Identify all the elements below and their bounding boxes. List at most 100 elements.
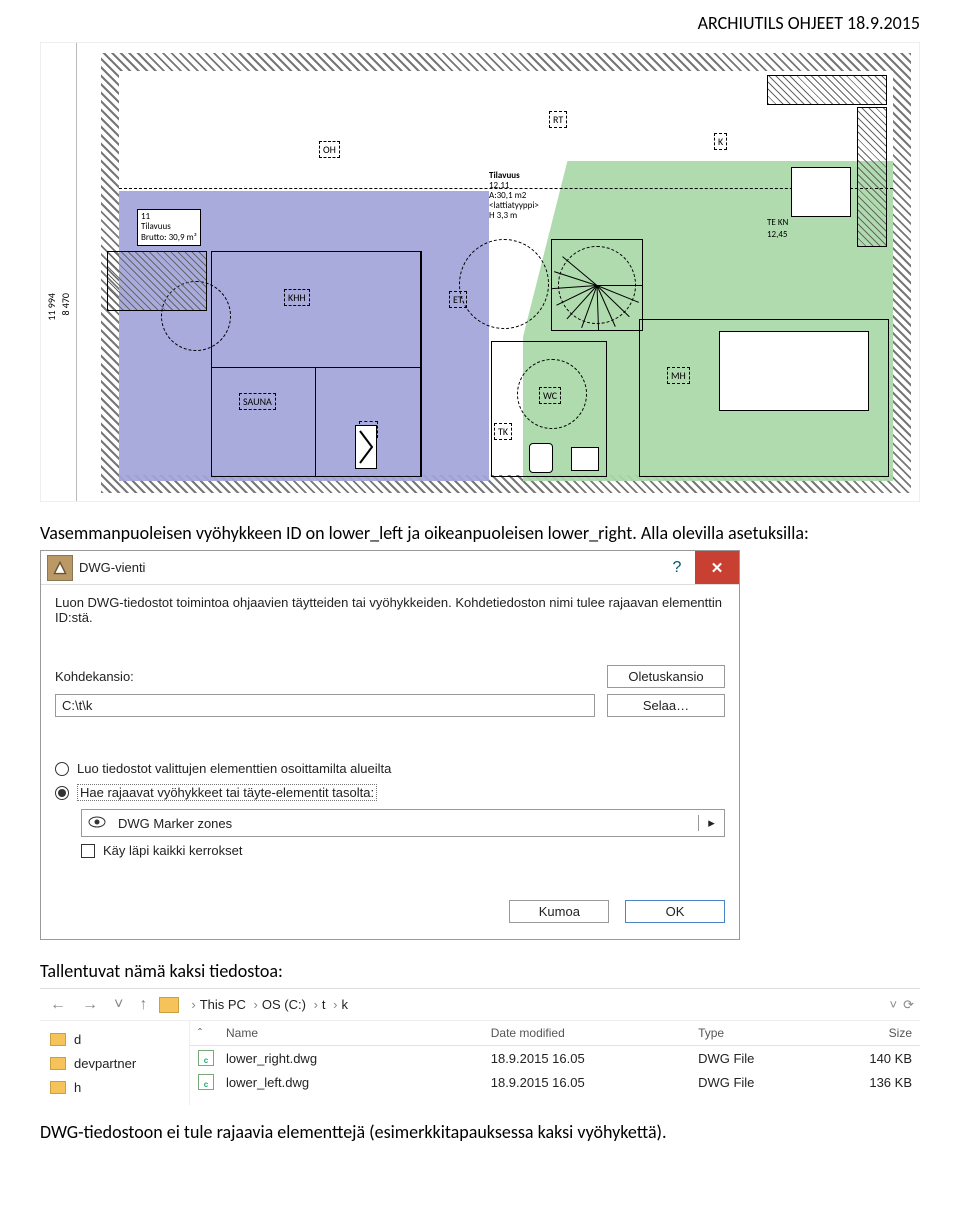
- col-sort-icon[interactable]: ˆ: [190, 1021, 218, 1045]
- file-name: lower_right.dwg: [218, 1047, 483, 1070]
- paragraph-1: Vasemmanpuoleisen vyöhykkeen ID on lower…: [40, 522, 920, 544]
- file-name: lower_left.dwg: [218, 1071, 483, 1094]
- page-header: ARCHIUTILS OHJEET 18.9.2015: [40, 0, 920, 42]
- nav-item-d[interactable]: d: [40, 1027, 189, 1051]
- wetroom-split-h: [211, 367, 421, 368]
- nav-item-label: d: [74, 1032, 81, 1047]
- kitchen-counter-top: [767, 75, 887, 105]
- swing-wc: [517, 359, 587, 429]
- file-row[interactable]: c lower_right.dwg 18.9.2015 16.05 DWG Fi…: [190, 1046, 920, 1070]
- col-name[interactable]: Name: [218, 1021, 483, 1045]
- nav-item-label: devpartner: [74, 1056, 136, 1071]
- ph-heater: [355, 425, 377, 469]
- paragraph-3: DWG-tiedostoon ei tule rajaavia elementt…: [40, 1121, 920, 1143]
- help-button[interactable]: ?: [659, 559, 695, 577]
- label-k: K: [714, 133, 727, 150]
- col-type[interactable]: Type: [690, 1021, 840, 1045]
- wetroom-block: [211, 251, 421, 477]
- radio-1-label: Luo tiedostot valittujen elementtien oso…: [77, 761, 391, 776]
- floorplan-image: 11 994 8 470 11 Tilavuus Brutto: 30,9 m³…: [40, 42, 920, 502]
- dialog-titlebar: DWG-vienti ? ✕: [41, 551, 739, 585]
- nav-fwd-icon[interactable]: →: [78, 996, 102, 1014]
- file-type: DWG File: [690, 1071, 840, 1094]
- dwg-file-icon: c: [198, 1074, 214, 1090]
- nav-back-icon[interactable]: ←: [46, 996, 70, 1014]
- nav-down-icon[interactable]: ˅: [110, 996, 127, 1014]
- dim-outer: 11 994: [45, 293, 58, 321]
- kitchen-counter-right: [857, 107, 887, 247]
- addr-dropdown-icon[interactable]: ˅: [890, 997, 898, 1013]
- dialog-description: Luon DWG-tiedostot toimintoa ohjaavien t…: [55, 595, 725, 625]
- label-te: TE KN: [767, 217, 788, 228]
- tilavuus-top-l5: H 3,3 m: [489, 211, 539, 221]
- default-folder-button[interactable]: Oletuskansio: [607, 665, 725, 688]
- folder-icon: [50, 1057, 66, 1070]
- crumb-3[interactable]: k: [342, 997, 349, 1012]
- radio-option-2[interactable]: Hae rajaavat vyöhykkeet tai täyte-elemen…: [55, 784, 725, 801]
- nav-item-devpartner[interactable]: devpartner: [40, 1051, 189, 1075]
- radio-2-label: Hae rajaavat vyöhykkeet tai täyte-elemen…: [77, 784, 377, 801]
- file-size: 136 KB: [840, 1071, 920, 1094]
- walk-floors-checkbox[interactable]: Käy läpi kaikki kerrokset: [81, 843, 725, 858]
- close-button[interactable]: ✕: [695, 551, 739, 584]
- dim-inner: 8 470: [59, 293, 72, 316]
- folder-icon: [159, 997, 179, 1013]
- checkbox-icon: [81, 844, 95, 858]
- tilavuus-11-box: 11 Tilavuus Brutto: 30,9 m³: [137, 209, 201, 246]
- file-date: 18.9.2015 16.05: [483, 1071, 690, 1094]
- browse-button[interactable]: Selaa…: [607, 694, 725, 717]
- label-rt: RT: [549, 111, 567, 128]
- file-type: DWG File: [690, 1047, 840, 1070]
- wetroom-split-v: [315, 367, 316, 477]
- folder-icon: [50, 1033, 66, 1046]
- col-date[interactable]: Date modified: [483, 1021, 690, 1045]
- radio-option-1[interactable]: Luo tiedostot valittujen elementtien oso…: [55, 761, 725, 776]
- crumb-2[interactable]: t: [322, 997, 326, 1012]
- chevron-right-icon: ▸: [698, 815, 724, 831]
- paragraph-2: Tallentuvat nämä kaksi tiedostoa:: [40, 960, 920, 982]
- building-interior: 11 Tilavuus Brutto: 30,9 m³ Tilavuus 12,…: [119, 71, 893, 475]
- dwg-export-dialog: DWG-vienti ? ✕ Luon DWG-tiedostot toimin…: [40, 550, 740, 940]
- et-wall: [421, 251, 422, 477]
- radio-1-icon: [55, 762, 69, 776]
- folder-icon: [50, 1081, 66, 1094]
- refresh-icon[interactable]: ⟳: [903, 997, 914, 1013]
- list-header: ˆ Name Date modified Type Size: [190, 1021, 920, 1046]
- wc-toilet: [529, 443, 553, 473]
- staircase: [551, 239, 643, 331]
- kitchen-island: [791, 167, 851, 217]
- breadcrumb[interactable]: ›This PC ›OS (C:) ›t ›k: [187, 997, 348, 1012]
- nav-up-icon[interactable]: ↑: [135, 996, 151, 1014]
- file-list: ˆ Name Date modified Type Size c lower_r…: [190, 1021, 920, 1105]
- nav-item-h[interactable]: h: [40, 1075, 189, 1099]
- building: 11 Tilavuus Brutto: 30,9 m³ Tilavuus 12,…: [101, 53, 911, 493]
- kohdekansio-input[interactable]: C:\t\k: [55, 694, 595, 717]
- tilavuus-11-l3: Brutto: 30,9 m³: [141, 233, 197, 243]
- label-oh: OH: [319, 141, 340, 158]
- checkbox-label: Käy läpi kaikki kerrokset: [103, 843, 242, 858]
- file-date: 18.9.2015 16.05: [483, 1047, 690, 1070]
- dwg-file-icon: c: [198, 1050, 214, 1066]
- dialog-body: Luon DWG-tiedostot toimintoa ohjaavien t…: [41, 585, 739, 939]
- kohdekansio-label: Kohdekansio:: [55, 669, 155, 684]
- file-row[interactable]: c lower_left.dwg 18.9.2015 16.05 DWG Fil…: [190, 1070, 920, 1094]
- mh-bed: [719, 331, 869, 411]
- label-te-area: 12,45: [767, 229, 788, 240]
- explorer-address-bar: ← → ˅ ↑ ›This PC ›OS (C:) ›t ›k ˅ ⟳: [40, 989, 920, 1021]
- cancel-button[interactable]: Kumoa: [509, 900, 609, 923]
- col-size[interactable]: Size: [840, 1021, 920, 1045]
- combo-value: DWG Marker zones: [112, 816, 698, 831]
- nav-item-label: h: [74, 1080, 81, 1095]
- crumb-1[interactable]: OS (C:): [262, 997, 306, 1012]
- dialog-title: DWG-vienti: [79, 560, 659, 575]
- file-size: 140 KB: [840, 1047, 920, 1070]
- dimension-column: 11 994 8 470: [41, 43, 77, 501]
- entry-porch: [107, 251, 207, 311]
- crumb-0[interactable]: This PC: [200, 997, 246, 1012]
- ok-button[interactable]: OK: [625, 900, 725, 923]
- layer-combo[interactable]: DWG Marker zones ▸: [81, 809, 725, 837]
- dialog-icon: [47, 555, 73, 581]
- eye-icon: [82, 816, 112, 831]
- nav-pane: d devpartner h: [40, 1021, 190, 1105]
- radio-2-icon: [55, 786, 69, 800]
